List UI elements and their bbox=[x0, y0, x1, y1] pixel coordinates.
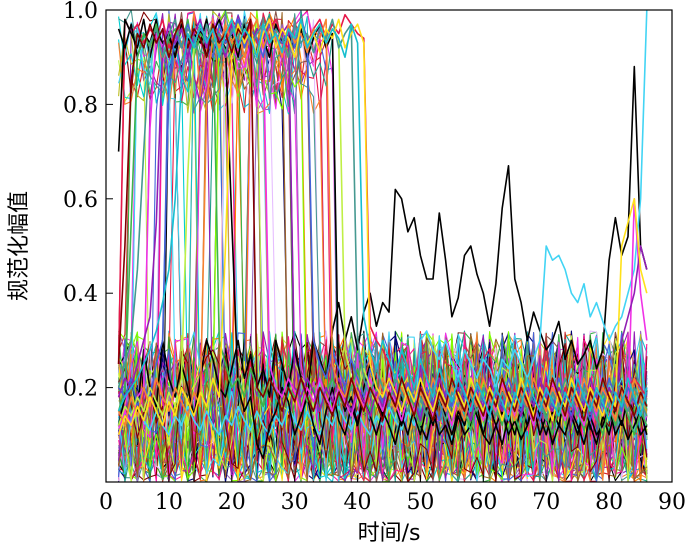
y-tick-label: 1.0 bbox=[63, 0, 98, 24]
highlight-series-line-10 bbox=[117, 18, 648, 422]
x-tick-label: 40 bbox=[344, 490, 372, 515]
series-lines bbox=[117, 9, 648, 483]
x-tick-label: 30 bbox=[281, 490, 309, 515]
x-tick-label: 70 bbox=[532, 490, 560, 515]
highlight-series-line-12 bbox=[117, 18, 648, 422]
x-tick-label: 20 bbox=[218, 490, 246, 515]
highlight-series-line-11 bbox=[117, 18, 648, 427]
x-tick-label: 60 bbox=[469, 490, 497, 515]
axis-ticks: 0 10 20 30 40 50 60 70 80 90 0.2 0.4 0.6 0.8 1.0 bbox=[63, 0, 686, 515]
x-axis-label: 时间/s bbox=[358, 521, 421, 546]
y-axis-label: 规范化幅值 bbox=[7, 191, 32, 301]
highlight-series-line-15 bbox=[117, 18, 648, 422]
x-tick-label: 10 bbox=[155, 490, 183, 515]
highlight-series-line-3 bbox=[117, 9, 648, 436]
plot-frame bbox=[105, 9, 673, 483]
x-tick-label: 50 bbox=[406, 490, 434, 515]
y-tick-label: 0.8 bbox=[63, 93, 98, 118]
series-line-86 bbox=[118, 23, 648, 483]
highlight-series-line-13 bbox=[117, 18, 648, 436]
series-line-89 bbox=[118, 332, 648, 483]
x-tick-label: 0 bbox=[99, 490, 113, 515]
highlight-series-line-1 bbox=[117, 65, 648, 426]
highlight-series-line-8 bbox=[117, 18, 648, 422]
y-tick-label: 0.2 bbox=[63, 377, 98, 402]
y-tick-label: 0.6 bbox=[63, 188, 98, 213]
x-tick-label: 90 bbox=[658, 490, 686, 515]
series-line-84 bbox=[118, 13, 648, 483]
y-tick-label: 0.4 bbox=[63, 282, 98, 307]
x-tick-label: 80 bbox=[595, 490, 623, 515]
highlight-series-line-14 bbox=[117, 18, 648, 422]
